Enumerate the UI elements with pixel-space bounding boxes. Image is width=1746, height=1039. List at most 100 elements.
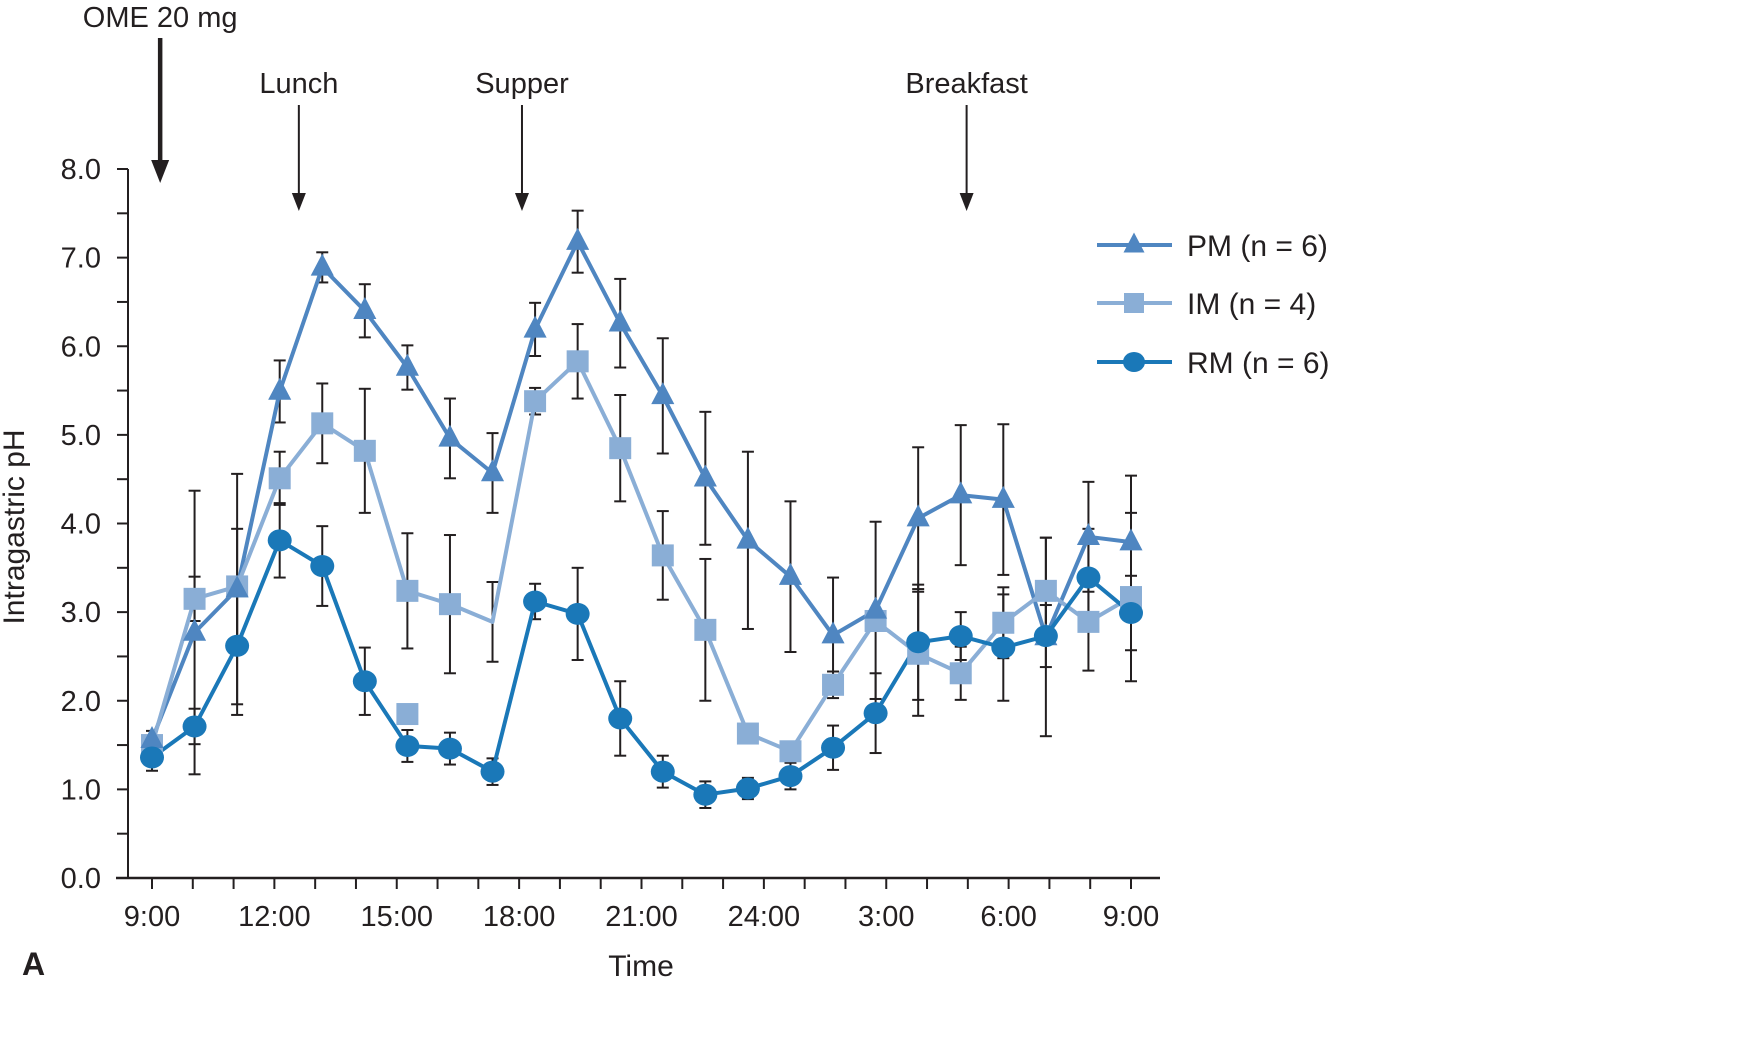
data-point-pm [438, 424, 462, 447]
data-point-rm [1119, 602, 1143, 625]
data-point-pm [523, 315, 547, 338]
data-point-im [822, 673, 845, 696]
data-point-rm [735, 777, 760, 800]
data-point-pm [566, 227, 590, 250]
annotation-breakfast: Breakfast [905, 68, 1028, 211]
data-point-pm [608, 309, 632, 332]
x-tick-label: 12:00 [238, 901, 311, 933]
y-tick-label: 2.0 [61, 686, 101, 718]
x-tick-label: 9:00 [124, 901, 180, 933]
panel-label: A [22, 946, 45, 982]
y-tick-label: 1.0 [61, 774, 101, 806]
annotation-label: Lunch [259, 68, 338, 100]
data-point-rm [821, 736, 846, 759]
data-point-im [438, 593, 461, 616]
data-point-rm [693, 783, 718, 806]
legend-label: RM (n = 6) [1187, 347, 1330, 380]
data-point-pm [225, 575, 249, 598]
data-point-rm [991, 636, 1016, 659]
series-line-rm [150, 538, 1133, 797]
data-point-rm [437, 737, 462, 760]
data-point-im [694, 618, 717, 641]
data-point-rm [1033, 625, 1058, 648]
y-ticks: 0.0 1.0 2.0 3.0 4.0 5.0 6.0 7.0 8.0 [61, 154, 128, 895]
series-markers [140, 227, 1143, 806]
data-point-im [1077, 610, 1100, 633]
data-point-rm [778, 765, 803, 788]
annotation-label: Breakfast [905, 68, 1028, 100]
legend-marker-circle-icon [1123, 352, 1145, 372]
data-point-im [524, 390, 547, 413]
x-tick-label: 6:00 [980, 901, 1036, 933]
legend: PM (n = 6) IM (n = 4) RM (n = 6) [1097, 230, 1330, 380]
arrow-head-icon [151, 160, 170, 183]
data-point-rm [948, 625, 973, 648]
data-point-im [311, 412, 334, 435]
data-point-rm [650, 760, 675, 783]
y-tick-label: 8.0 [61, 154, 101, 186]
data-point-rm [1076, 566, 1101, 589]
data-point-rm [352, 670, 377, 693]
x-ticks: 9:00 12:00 15:00 18:00 21:00 24:00 3:00 6:00 9:0… [124, 878, 1159, 933]
data-point-pm [395, 353, 419, 376]
legend-label: PM (n = 6) [1187, 230, 1328, 263]
data-point-rm [863, 702, 888, 725]
data-point-pm [480, 459, 505, 482]
data-point-pm [693, 464, 717, 487]
data-point-pm [991, 485, 1015, 508]
event-annotations: OME 20 mg Lunch Supper Breakfast [83, 2, 1028, 211]
y-tick-label: 6.0 [61, 331, 101, 363]
legend-item-rm: RM (n = 6) [1097, 347, 1330, 380]
annotation-supper: Supper [475, 68, 569, 211]
data-point-pm [310, 253, 334, 276]
annotation-lunch: Lunch [259, 68, 338, 211]
data-point-rm [310, 555, 335, 578]
data-point-rm [395, 734, 420, 757]
data-point-pm [906, 504, 930, 527]
data-point-pm [140, 725, 164, 748]
data-point-pm [821, 621, 845, 644]
arrow-head-icon [514, 193, 529, 211]
data-point-im [1034, 579, 1057, 602]
y-tick-label: 0.0 [61, 863, 101, 895]
data-point-rm [480, 760, 505, 783]
x-axis-title: Time [608, 950, 674, 983]
legend-item-im: IM (n = 4) [1097, 288, 1316, 321]
annotation-ome-20-mg: OME 20 mg [83, 2, 238, 183]
data-point-im [396, 703, 419, 726]
x-tick-label: 24:00 [728, 901, 801, 933]
data-point-im [1120, 586, 1142, 609]
data-point-pm [651, 382, 675, 405]
data-point-pm [183, 618, 207, 641]
data-point-rm [906, 631, 931, 654]
y-axis-title: Intragastric pH [0, 429, 31, 624]
x-tick-label: 18:00 [483, 901, 556, 933]
data-point-pm [268, 377, 292, 400]
series-line-im [150, 359, 1133, 754]
data-point-pm [1076, 523, 1100, 546]
data-point-rm [182, 715, 207, 738]
data-point-im [992, 611, 1015, 634]
annotation-label: Supper [475, 68, 569, 100]
x-tick-label: 3:00 [858, 901, 914, 933]
data-point-im [353, 439, 376, 462]
data-point-rm [523, 590, 548, 613]
data-point-im [268, 467, 291, 490]
data-point-im [609, 437, 632, 460]
legend-item-pm: PM (n = 6) [1097, 230, 1328, 263]
y-tick-label: 3.0 [61, 597, 101, 629]
data-point-pm [736, 526, 760, 549]
data-point-im [651, 544, 674, 567]
x-tick-label: 21:00 [605, 901, 678, 933]
axes: 0.0 1.0 2.0 3.0 4.0 5.0 6.0 7.0 8.0 9:00 12:00 15:… [61, 154, 1160, 933]
data-point-im [736, 722, 759, 745]
series-line-pm [150, 239, 1132, 741]
data-point-rm [565, 602, 590, 625]
data-point-im [779, 740, 802, 763]
data-point-im [396, 579, 419, 602]
data-point-rm [225, 634, 250, 657]
legend-marker-triangle-icon [1123, 232, 1145, 253]
data-point-pm [949, 481, 973, 504]
data-point-im [566, 350, 589, 373]
legend-label: IM (n = 4) [1187, 288, 1316, 321]
